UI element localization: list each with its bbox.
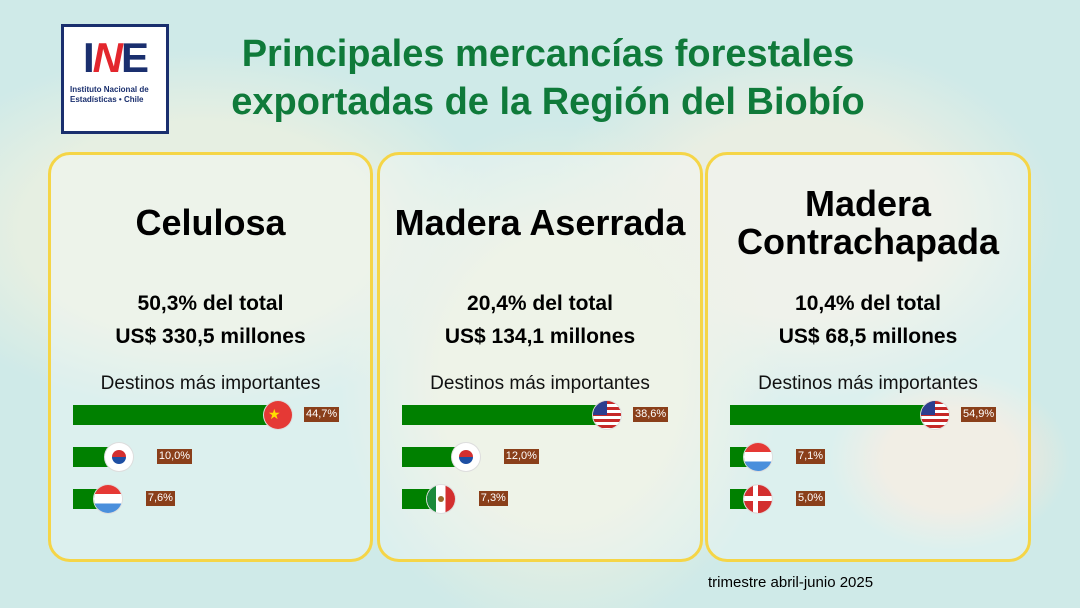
mexico-flag-icon (426, 485, 455, 513)
netherlands-flag-icon (93, 485, 122, 513)
export-value: US$ 134,1 millones (444, 325, 636, 348)
ine-logo: INE Instituto Nacional de Estadísticas • … (61, 24, 169, 134)
destination-percent: 5,0% (796, 491, 826, 506)
destination-percent: 7,1% (796, 449, 826, 464)
denmark-flag-icon (744, 485, 772, 513)
south-korea-flag-icon (104, 443, 133, 471)
share-of-total: 10,4% del total (795, 292, 941, 315)
destination-bar (73, 405, 278, 425)
destinations-heading: Destinos más importantes (430, 373, 650, 394)
netherlands-flag-icon (744, 443, 772, 471)
destinations-heading: Destinos más importantes (100, 373, 321, 394)
share-of-total: 50,3% del total (137, 292, 284, 315)
destination-bar (402, 405, 607, 425)
destinations-bar-chart: ★ 44,7% 10,0% 7,6% (73, 401, 370, 525)
product-name: Celulosa (135, 202, 286, 243)
destination-percent: 7,6% (145, 491, 175, 506)
page-title: Principales mercancías forestales export… (231, 33, 865, 123)
card-celulosa: Celulosa 50,3% del total US$ 330,5 millo… (48, 152, 373, 562)
usa-flag-icon (921, 401, 949, 429)
period-footer: trimestre abril-junio 2025 (708, 574, 874, 591)
card-madera-aserrada: Madera Aserrada 20,4% del total US$ 134,… (377, 152, 703, 562)
destinations-bar-chart: 38,6% 12,0% 7,3% (402, 401, 700, 525)
destination-percent: 54,9% (961, 407, 997, 422)
logo-mark: INE (82, 34, 149, 81)
usa-flag-icon (593, 401, 621, 429)
destinations-bar-chart: 54,9% 7,1% 5,0% (730, 401, 1028, 525)
destination-percent: 7,3% (478, 491, 508, 506)
destination-percent: 44,7% (304, 407, 340, 422)
destinations-heading: Destinos más importantes (758, 373, 978, 394)
share-of-total: 20,4% del total (467, 292, 613, 315)
destination-percent: 38,6% (633, 407, 669, 422)
destination-bar (402, 447, 466, 467)
south-korea-flag-icon (451, 443, 480, 471)
card-madera-contrachapada: Madera Contrachapada 10,4% del total US$… (705, 152, 1031, 562)
export-value: US$ 68,5 millones (778, 325, 958, 348)
destination-percent: 12,0% (503, 449, 539, 464)
china-flag-icon: ★ (264, 401, 292, 429)
destination-bar (730, 405, 935, 425)
logo-subtitle: Instituto Nacional de Estadísticas • Chil… (70, 85, 149, 104)
product-name: Madera Contrachapada (736, 183, 1000, 262)
export-value: US$ 330,5 millones (115, 325, 306, 348)
product-name: Madera Aserrada (394, 202, 686, 243)
destination-percent: 10,0% (156, 449, 193, 464)
